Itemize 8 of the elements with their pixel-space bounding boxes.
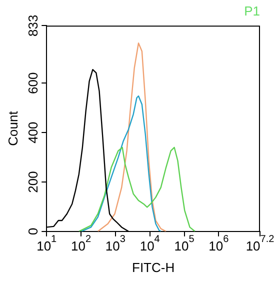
chart-title: P1 bbox=[244, 3, 260, 18]
y-tick-label: 833 bbox=[26, 14, 41, 36]
y-tick-label: 0 bbox=[26, 228, 41, 236]
y-axis-title: Count bbox=[5, 110, 20, 146]
y-tick-label: 400 bbox=[26, 122, 41, 144]
x-axis-title: FITC-H bbox=[132, 260, 175, 275]
y-tick-label: 200 bbox=[26, 171, 41, 193]
y-tick-label: 600 bbox=[26, 72, 41, 94]
